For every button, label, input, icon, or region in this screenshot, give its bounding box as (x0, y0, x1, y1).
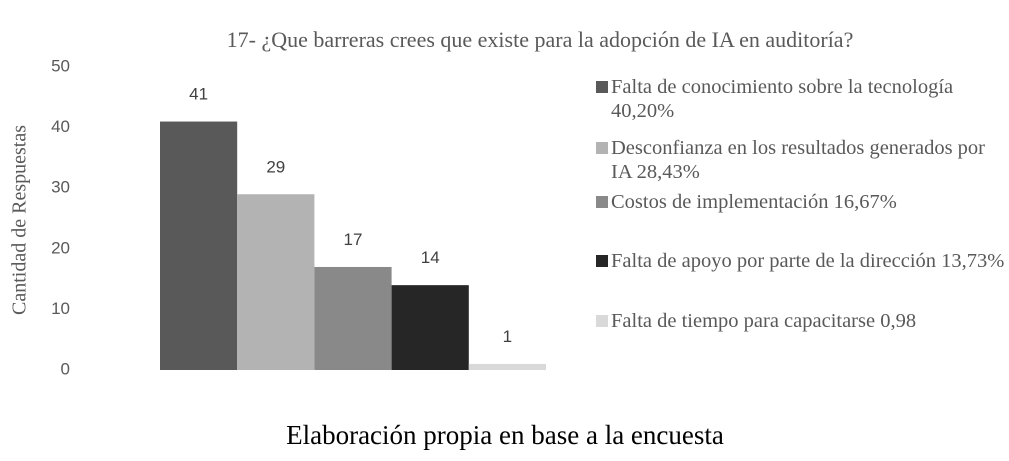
legend-label: Falta de tiempo para capacitarse 0,98 (611, 310, 917, 332)
y-tick-label: 50 (51, 56, 70, 75)
data-label: 14 (421, 248, 440, 267)
legend-label: Costos de implementación 16,67% (611, 191, 897, 213)
legend-label: Falta de conocimiento sobre la tecnologí… (611, 76, 954, 122)
bar (237, 194, 315, 370)
y-tick-label: 30 (51, 178, 70, 197)
y-tick-label: 10 (51, 299, 70, 318)
legend-item: Falta de conocimiento sobre la tecnologí… (596, 75, 1006, 123)
y-tick-label: 0 (61, 359, 70, 378)
data-label: 41 (189, 85, 208, 104)
y-tick-label: 20 (51, 238, 70, 257)
legend-swatch (596, 142, 608, 154)
y-axis-label: Cantidad de Respuestas (9, 125, 31, 315)
data-label: 29 (266, 157, 285, 176)
chart-title: 17- ¿Que barreras crees que existe para … (227, 27, 854, 52)
legend-swatch (596, 315, 608, 327)
legend-swatch (596, 196, 608, 208)
y-tick-label: 40 (51, 117, 70, 136)
data-label: 17 (344, 230, 363, 249)
legend-item: Falta de tiempo para capacitarse 0,98 (596, 309, 1006, 333)
legend-item: Falta de apoyo por parte de la dirección… (596, 249, 1006, 273)
legend-swatch (596, 81, 608, 93)
legend-label: Falta de apoyo por parte de la dirección… (611, 250, 1005, 272)
legend-label: Desconfianza en los resultados generados… (611, 137, 985, 183)
bar (391, 285, 469, 370)
legend-swatch (596, 255, 608, 267)
bar (468, 363, 546, 370)
legend-item: Costos de implementación 16,67% (596, 190, 1006, 214)
data-label: 1 (503, 327, 512, 346)
legend-item: Desconfianza en los resultados generados… (596, 136, 1006, 184)
bar (314, 266, 392, 370)
bar (160, 121, 238, 370)
x-axis-label: Elaboración propia en base a la encuesta (286, 420, 724, 450)
